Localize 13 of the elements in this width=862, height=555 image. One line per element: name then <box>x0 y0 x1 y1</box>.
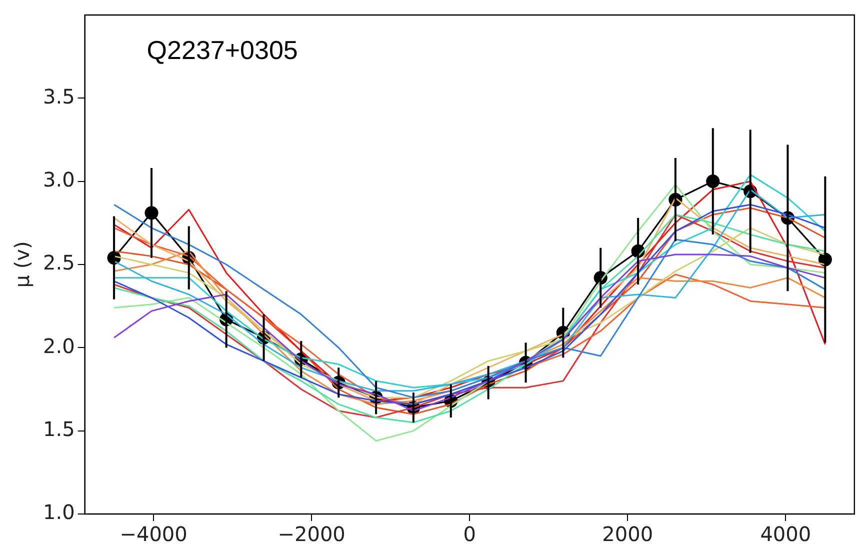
y-axis-title: μ (v) <box>10 241 34 288</box>
y-tick-label: 1.0 <box>42 500 75 524</box>
x-tick-label: −2000 <box>278 522 346 546</box>
x-tick-label: −4000 <box>120 522 188 546</box>
y-tick-label: 2.5 <box>42 250 75 275</box>
y-tick-label: 1.5 <box>42 417 75 442</box>
y-tick-label: 3.5 <box>42 84 75 108</box>
x-tick-label: 4000 <box>760 522 812 546</box>
y-tick-label: 3.0 <box>42 168 75 192</box>
x-tick-label: 0 <box>463 522 476 546</box>
y-tick-label: 2.0 <box>42 334 75 358</box>
x-tick-label: 2000 <box>602 522 654 546</box>
annotation: Q2237+0305 <box>146 35 298 66</box>
